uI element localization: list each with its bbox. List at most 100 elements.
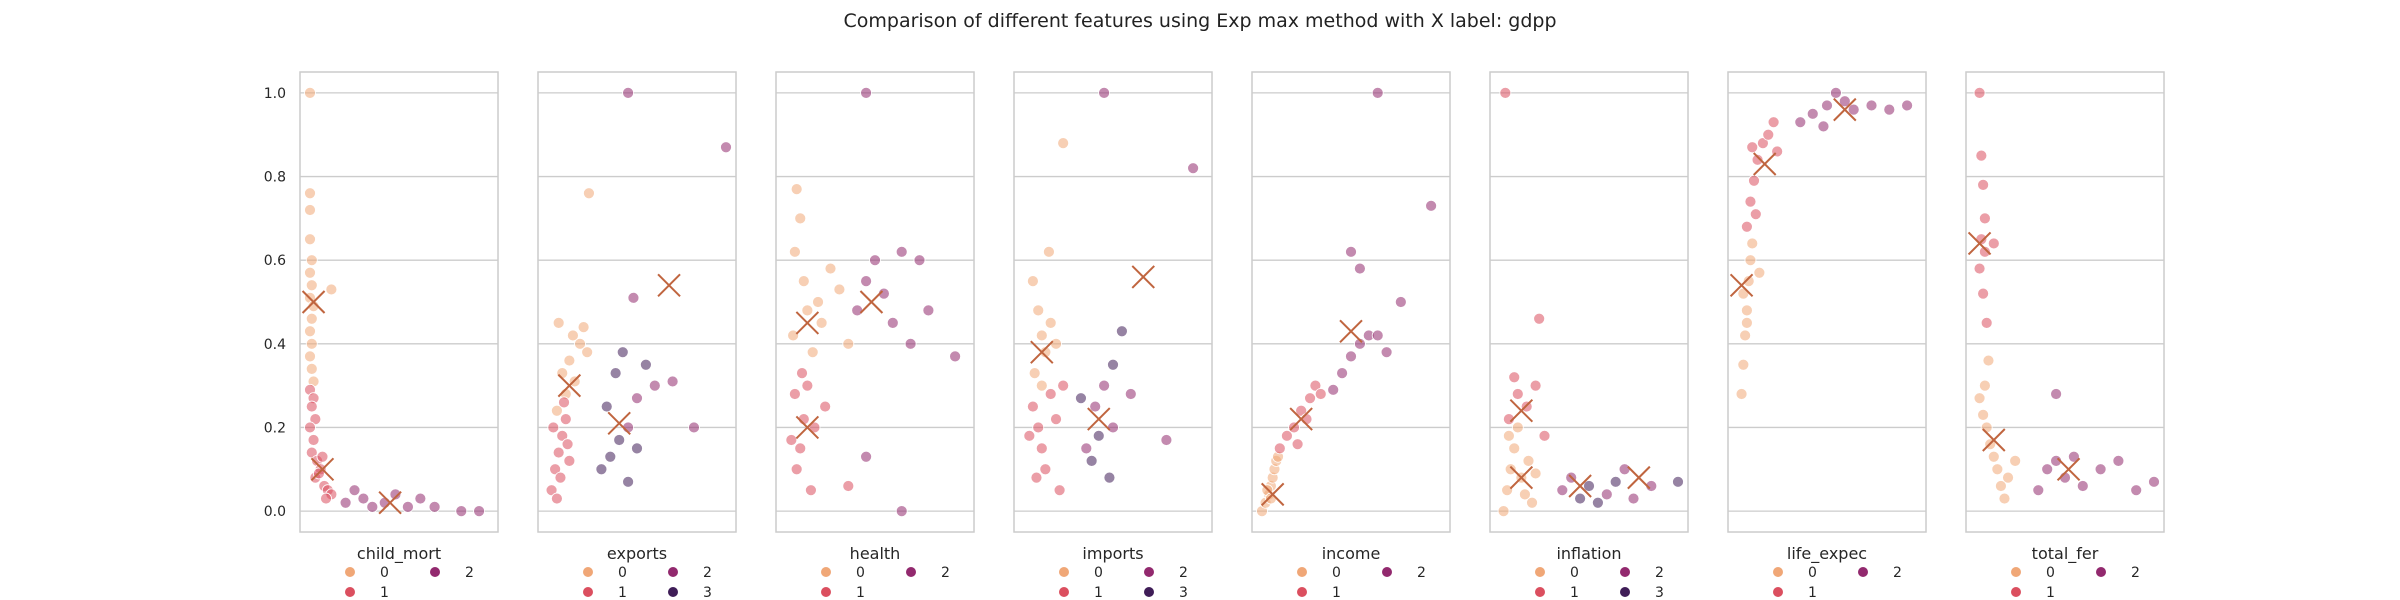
scatter-point — [556, 429, 569, 442]
legend-label: 0 — [618, 565, 627, 581]
scatter-point — [414, 492, 427, 505]
scatter-point — [842, 480, 855, 492]
scatter-point — [790, 183, 803, 195]
centroid-marker — [795, 311, 820, 335]
scatter-point — [1354, 337, 1366, 350]
scatter-point — [1794, 116, 1807, 129]
legend-label: 3 — [1179, 585, 1188, 600]
legend-label: 0 — [1570, 565, 1579, 581]
scatter-point — [1741, 220, 1753, 233]
scatter-point — [1295, 404, 1308, 417]
scatter-point — [1035, 379, 1048, 392]
scatter-point — [1371, 329, 1384, 342]
scatter-point — [922, 304, 935, 317]
legend-label: 2 — [465, 565, 474, 581]
scatter-point — [1901, 99, 1913, 112]
scatter-point — [1806, 107, 1819, 120]
scatter-point — [551, 492, 563, 505]
scatter-point — [1354, 262, 1366, 275]
scatter-point — [305, 363, 318, 375]
legend-label: 2 — [1655, 565, 1664, 581]
scatter-point — [1982, 354, 1995, 367]
scatter-point — [1526, 496, 1538, 509]
legend-label: 2 — [2131, 565, 2140, 581]
scatter-point — [895, 505, 908, 517]
scatter-point — [1050, 337, 1062, 350]
scatter-point — [1746, 141, 1759, 154]
panel-income: income 0 2 1 — [1251, 71, 1451, 600]
scatter-point — [1977, 287, 1990, 300]
scatter-point — [1883, 103, 1896, 116]
panel-frame — [1251, 71, 1451, 533]
y-tick-label: 0.2 — [264, 420, 286, 436]
y-tick-label: 0.0 — [264, 504, 286, 520]
centroid-marker — [1833, 97, 1857, 122]
scatter-point — [2094, 463, 2107, 476]
scatter-point — [304, 325, 316, 338]
legend-marker — [583, 587, 593, 597]
scatter-point — [325, 283, 338, 296]
scatter-point — [1975, 233, 1988, 246]
scatter-point — [2032, 484, 2045, 497]
scatter-point — [1053, 484, 1066, 497]
scatter-point — [305, 279, 318, 292]
panel-frame — [1965, 71, 2165, 533]
scatter-point — [794, 212, 807, 225]
scatter-point — [1503, 429, 1515, 442]
scatter-point — [1744, 254, 1757, 267]
scatter-point — [1044, 388, 1057, 400]
legend-label: 1 — [1332, 585, 1341, 600]
legend: 0 2 1 — [1773, 565, 1902, 600]
scatter-point — [1291, 438, 1304, 451]
scatter-point — [1300, 413, 1313, 425]
scatter-point — [833, 283, 846, 296]
scatter-point — [949, 350, 961, 363]
scatter-point — [307, 434, 320, 446]
legend-marker — [345, 567, 355, 577]
scatter-point — [1027, 400, 1039, 413]
panel-frame — [1013, 71, 1213, 533]
scatter-point — [455, 505, 468, 517]
scatter-point — [622, 87, 634, 99]
centroid-marker — [1627, 465, 1651, 490]
scatter-point — [851, 304, 864, 317]
scatter-point — [648, 379, 661, 392]
scatter-point — [1103, 471, 1116, 484]
scatter-point — [1499, 87, 1512, 99]
scatter-point — [552, 446, 565, 459]
scatter-point — [1080, 442, 1093, 455]
scatter-point — [806, 346, 819, 359]
scatter-point — [1032, 304, 1045, 317]
scatter-point — [1821, 99, 1833, 112]
scatter-point — [869, 254, 881, 267]
centroid-marker — [1131, 265, 1155, 289]
scatter-point — [545, 484, 558, 497]
scatter-point — [1092, 429, 1105, 442]
centroid-marker — [1729, 273, 1754, 297]
x-axis-label: income — [1322, 544, 1381, 563]
scatter-point — [551, 404, 563, 417]
scatter-point — [1995, 480, 2007, 492]
scatter-point — [1345, 245, 1357, 258]
scatter-point — [1865, 99, 1878, 112]
scatter-point — [895, 245, 908, 258]
scatter-point — [547, 421, 560, 434]
scatter-point — [1050, 413, 1062, 425]
scatter-point — [1425, 199, 1437, 212]
scatter-point — [1273, 442, 1286, 455]
legend-label: 2 — [1179, 565, 1188, 581]
scatter-point — [1023, 429, 1036, 442]
legend-marker — [1059, 567, 1069, 577]
scatter-point — [860, 87, 872, 99]
legend-marker — [1297, 567, 1307, 577]
centroid-marker — [795, 415, 820, 440]
scatter-point — [801, 304, 814, 317]
scatter-point — [785, 434, 798, 446]
scatter-point — [304, 204, 316, 216]
scatter-point — [631, 392, 643, 405]
scatter-point — [805, 484, 817, 497]
scatter-point — [1556, 484, 1569, 497]
centroid-marker — [1568, 474, 1592, 498]
